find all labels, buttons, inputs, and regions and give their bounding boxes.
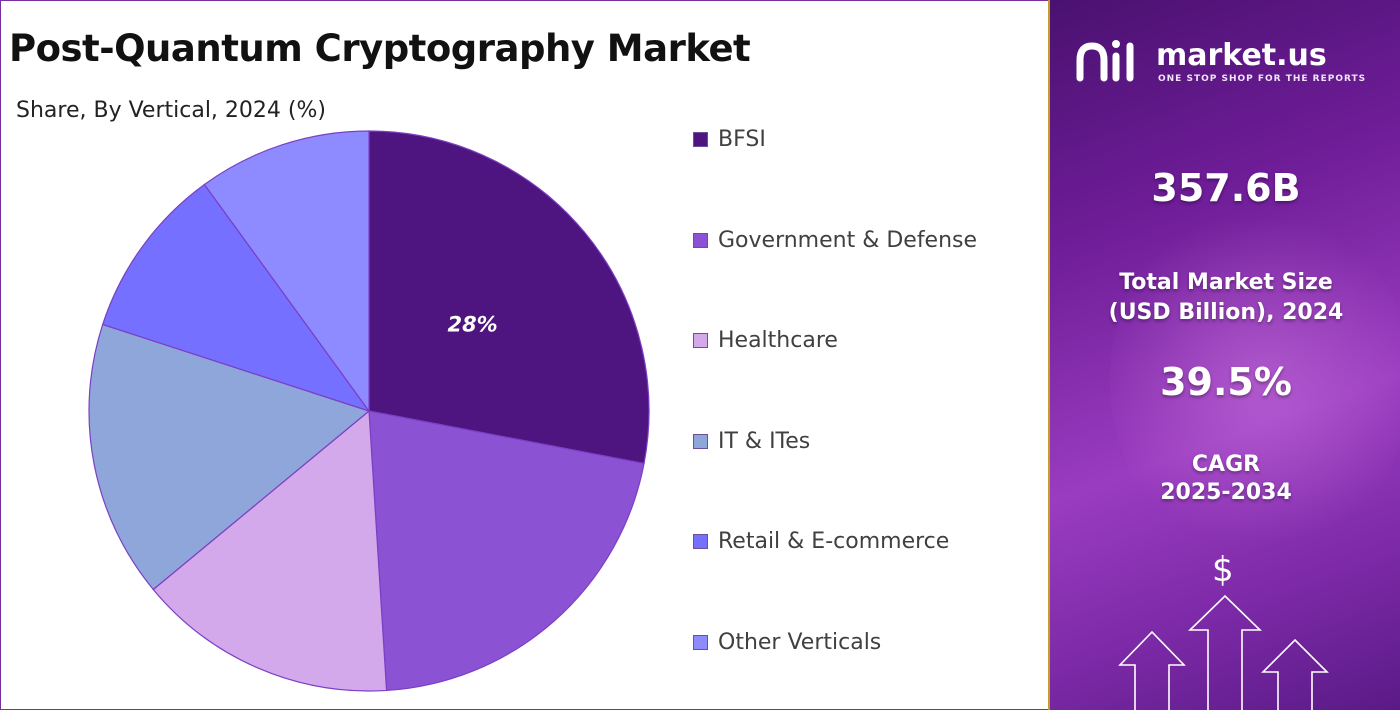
- pie-slice-other-verticals: [203, 130, 370, 413]
- pie-slice-bfsi: [368, 130, 650, 465]
- brand-name: market.us: [1156, 38, 1327, 73]
- legend-item-other-verticals: Other Verticals: [693, 630, 881, 655]
- chart-panel: Post-Quantum Cryptography Market Share, …: [1, 1, 1048, 709]
- summary-panel: market.us ONE STOP SHOP FOR THE REPORTS …: [1048, 0, 1400, 710]
- data-label-bfsi: 28%: [447, 312, 497, 336]
- background-glow: [1110, 200, 1400, 560]
- legend-swatch-healthcare: [693, 333, 708, 348]
- cagr-label-line1: CAGR: [1191, 452, 1261, 477]
- legend-label-retail-e-commerce: Retail & E-commerce: [718, 529, 950, 554]
- market-size-label-line2: (USD Billion), 2024: [1108, 300, 1344, 325]
- pie-chart: 28%: [88, 130, 650, 692]
- legend-swatch-it-ites: [693, 433, 708, 449]
- growth-arrows-icon: [1118, 594, 1329, 710]
- legend-swatch-other-verticals: [693, 634, 708, 650]
- brand-tagline: ONE STOP SHOP FOR THE REPORTS: [1158, 74, 1367, 84]
- legend-swatch-government-defense: [693, 232, 708, 248]
- pie-slice-government-defense: [368, 410, 645, 692]
- chart-subtitle: Share, By Vertical, 2024 (%): [16, 98, 326, 123]
- legend-item-healthcare: Healthcare: [693, 328, 838, 353]
- legend-label-it-ites: IT & ITes: [718, 428, 811, 454]
- legend-swatch-bfsi: [693, 132, 708, 147]
- cagr-value: 39.5%: [1160, 360, 1292, 404]
- logo-dot: [1112, 40, 1120, 48]
- market-size-label-line1: Total Market Size: [1119, 270, 1333, 295]
- market-size-value: 357.6B: [1151, 166, 1301, 210]
- legend-swatch-retail-e-commerce: [693, 534, 708, 549]
- pie-slice-healthcare: [152, 409, 388, 692]
- arrow-up-left-icon: [1118, 630, 1186, 710]
- legend-label-government-defense: Government & Defense: [718, 227, 978, 253]
- dollar-icon: $: [1212, 550, 1234, 590]
- arrow-up-center-icon: [1188, 594, 1262, 710]
- legend-label-other-verticals: Other Verticals: [718, 629, 882, 655]
- legend-item-it-ites: IT & ITes: [693, 429, 810, 454]
- legend-label-bfsi: BFSI: [718, 127, 766, 152]
- legend-item-retail-e-commerce: Retail & E-commerce: [693, 529, 949, 554]
- brand-logo-icon: [1076, 40, 1134, 82]
- chart-title: Post-Quantum Cryptography Market: [9, 27, 751, 70]
- legend-label-healthcare: Healthcare: [718, 328, 838, 353]
- legend-item-bfsi: BFSI: [693, 127, 766, 152]
- arrow-up-right-icon: [1261, 638, 1329, 710]
- cagr-label-line2: 2025-2034: [1160, 480, 1292, 505]
- logo-arch: [1076, 42, 1108, 82]
- pie-slice-retail-e-commerce: [101, 183, 371, 413]
- pie-slice-it-ites: [88, 323, 371, 591]
- brand-logo: market.us ONE STOP SHOP FOR THE REPORTS: [1074, 38, 1384, 88]
- legend-item-government-defense: Government & Defense: [693, 228, 977, 253]
